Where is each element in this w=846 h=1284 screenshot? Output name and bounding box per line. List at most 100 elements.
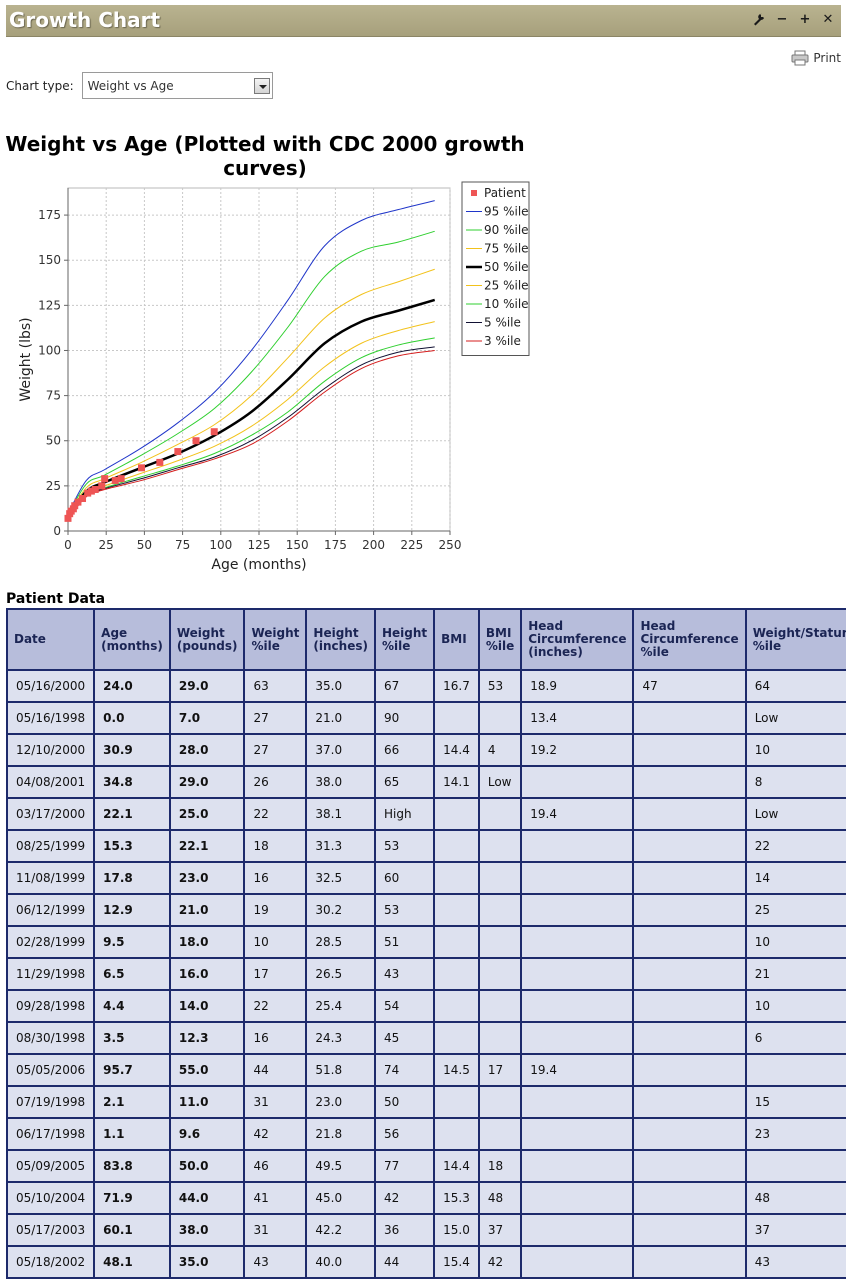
table-cell: 05/09/2005 <box>5 1149 96 1183</box>
table-cell <box>632 893 747 927</box>
table-cell: 36 <box>373 1213 436 1247</box>
table-cell <box>433 925 480 959</box>
table-cell: 17.8 <box>93 861 171 895</box>
table-cell: 30.9 <box>93 733 171 767</box>
table-cell <box>632 1053 747 1087</box>
table-cell: 65 <box>373 765 436 799</box>
chevron-down-icon[interactable] <box>253 78 270 94</box>
table-cell: 4 <box>477 733 523 767</box>
table-cell: 08/30/1998 <box>5 1021 96 1055</box>
patient-point <box>74 498 82 506</box>
table-cell <box>433 861 480 895</box>
table-cell: 29.0 <box>168 765 246 799</box>
table-cell <box>520 925 635 959</box>
table-row: 06/12/1999 12.9 21.0 19 30.2 53 25 <box>5 893 846 927</box>
maximize-icon[interactable]: + <box>799 12 811 27</box>
table-cell <box>477 797 523 831</box>
table-cell: 31 <box>243 1213 308 1247</box>
x-axis-label: Age (months) <box>211 557 306 573</box>
table-cell: 18.0 <box>168 925 246 959</box>
table-cell <box>520 1213 635 1247</box>
table-cell: 42 <box>477 1245 523 1279</box>
table-cell: 18.9 <box>520 669 635 703</box>
table-cell: 12.9 <box>93 893 171 927</box>
table-cell: 42 <box>243 1117 308 1151</box>
legend-box <box>461 181 530 356</box>
table-cell: 11/08/1999 <box>5 861 96 895</box>
chart-type-value: Weight vs Age <box>87 79 174 93</box>
table-cell: 8 <box>744 765 846 799</box>
table-cell <box>520 1117 635 1151</box>
chart-title-line: Weight vs Age (Plotted with CDC 2000 gro… <box>5 132 524 156</box>
column-header[interactable]: Weight %ile <box>243 608 308 671</box>
table-cell: 21.8 <box>305 1117 376 1151</box>
print-label: Print <box>813 51 841 65</box>
table-cell: 4.4 <box>93 989 171 1023</box>
table-cell: 1.1 <box>93 1117 171 1151</box>
column-header[interactable]: Date <box>5 608 96 671</box>
table-row: 08/30/1998 3.5 12.3 16 24.3 45 6 <box>5 1021 846 1055</box>
table-cell: 09/28/1998 <box>5 989 96 1023</box>
table-cell <box>632 1213 747 1247</box>
table-cell: 6.5 <box>93 957 171 991</box>
table-cell: 11.0 <box>168 1085 246 1119</box>
table-cell <box>477 829 523 863</box>
table-cell: 07/19/1998 <box>5 1085 96 1119</box>
table-cell: 40.0 <box>305 1245 376 1279</box>
table-cell: 26 <box>243 765 308 799</box>
table-cell: 66 <box>373 733 436 767</box>
column-header[interactable]: BMI %ile <box>477 608 523 671</box>
table-cell: 26.5 <box>305 957 376 991</box>
table-cell: 46 <box>243 1149 308 1183</box>
table-cell <box>520 1149 635 1183</box>
column-header[interactable]: Age (months) <box>93 608 171 671</box>
table-cell: 44 <box>243 1053 308 1087</box>
table-cell: 21 <box>744 957 846 991</box>
table-cell: 14.0 <box>168 989 246 1023</box>
table-row: 05/16/2000 24.0 29.0 63 35.0 67 16.7 53 18.9 47 64 <box>5 669 846 703</box>
table-cell: 24.3 <box>305 1021 376 1055</box>
table-row: 02/28/1999 9.5 18.0 10 28.5 51 10 <box>5 925 846 959</box>
legend-marker <box>471 190 477 196</box>
print-button[interactable]: Print <box>791 50 841 66</box>
table-cell: 05/16/1998 <box>5 701 96 735</box>
column-header[interactable]: Height (inches) <box>305 608 376 671</box>
column-header[interactable]: Head Circumference (inches) <box>520 608 635 671</box>
table-cell <box>520 1021 635 1055</box>
table-cell <box>632 1085 747 1119</box>
curve-95-ile <box>67 200 435 515</box>
patient-point <box>79 495 87 503</box>
table-cell: 05/16/2000 <box>5 669 96 703</box>
table-cell: 08/25/1999 <box>5 829 96 863</box>
y-tick-label: 175 <box>38 208 61 222</box>
table-cell: 14.5 <box>433 1053 480 1087</box>
table-cell: 9.6 <box>168 1117 246 1151</box>
table-header-row: Date Age (months) Weight (pounds) Weight %i… <box>5 608 846 671</box>
column-header[interactable]: Head Circumference %ile <box>632 608 747 671</box>
x-tick-label: 125 <box>248 538 271 552</box>
chart-type-select[interactable]: Weight vs Age <box>81 72 273 99</box>
column-header[interactable]: Weight (pounds) <box>168 608 246 671</box>
table-cell: 22 <box>243 797 308 831</box>
column-header[interactable]: Weight/Stature %ile <box>744 608 846 671</box>
table-cell: 19.2 <box>520 733 635 767</box>
column-header[interactable]: BMI <box>433 608 480 671</box>
table-cell: 83.8 <box>93 1149 171 1183</box>
table-row: 05/16/1998 0.0 7.0 27 21.0 90 13.4 Low <box>5 701 846 735</box>
table-cell: 48 <box>477 1181 523 1215</box>
table-cell: 05/05/2006 <box>5 1053 96 1087</box>
column-header[interactable]: Height %ile <box>373 608 436 671</box>
table-cell: 19 <box>243 893 308 927</box>
legend-label: 10 %ile <box>484 297 529 311</box>
table-cell <box>632 1021 747 1055</box>
close-icon[interactable]: ✕ <box>822 12 834 27</box>
table-row: 11/08/1999 17.8 23.0 16 32.5 60 14 <box>5 861 846 895</box>
table-cell: 10 <box>243 925 308 959</box>
table-cell: 56 <box>373 1117 436 1151</box>
table-cell: 12/10/2000 <box>5 733 96 767</box>
table-cell: 45.0 <box>305 1181 376 1215</box>
minimize-icon[interactable]: − <box>776 12 788 27</box>
table-cell: 17 <box>243 957 308 991</box>
table-row: 05/18/2002 48.1 35.0 43 40.0 44 15.4 42 43 <box>5 1245 846 1279</box>
wrench-icon[interactable] <box>752 12 766 28</box>
